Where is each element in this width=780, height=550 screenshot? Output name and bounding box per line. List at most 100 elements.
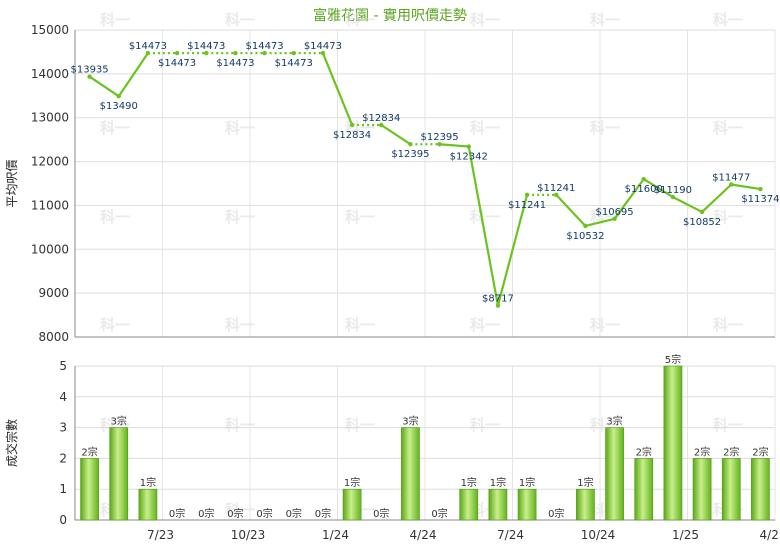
watermark-text: 科一 <box>470 208 500 226</box>
watermark-text: 科一 <box>225 316 255 334</box>
price-data-label: $12834 <box>362 113 400 124</box>
price-y-axis-label: 平均呎價 <box>5 159 19 207</box>
price-y-tick-label: 9000 <box>38 286 69 300</box>
price-y-tick-label: 13000 <box>31 111 69 125</box>
price-y-tick-label: 8000 <box>38 330 69 344</box>
watermark-text: 科一 <box>100 208 130 226</box>
volume-data-label: 0宗 <box>169 507 185 520</box>
volume-bar <box>459 488 479 521</box>
volume-data-label: 3宗 <box>402 415 418 428</box>
price-data-label: $10695 <box>595 207 633 218</box>
price-data-label: $14473 <box>216 58 254 69</box>
price-data-label: $14473 <box>245 41 283 52</box>
price-data-label: $12395 <box>391 149 429 160</box>
watermark-text: 科一 <box>713 316 743 334</box>
price-data-label: $12834 <box>333 130 371 141</box>
volume-bar <box>80 458 99 521</box>
price-data-label: $12395 <box>420 132 458 143</box>
volume-data-label: 1宗 <box>490 476 506 489</box>
price-point <box>320 50 326 56</box>
volume-bar <box>401 427 420 521</box>
watermark-text: 科一 <box>100 11 130 29</box>
price-y-tick-label: 11000 <box>31 198 69 212</box>
watermark-text: 科一 <box>713 11 743 29</box>
x-tick-label: 1/24 <box>322 528 349 542</box>
price-point <box>612 216 617 222</box>
price-point <box>670 194 676 200</box>
volume-data-label: 2宗 <box>723 445 739 458</box>
price-data-label: $11241 <box>508 200 546 211</box>
chart-title: 富雅花園 - 實用呎價走勢 <box>313 7 467 24</box>
volume-data-label: 3宗 <box>606 415 622 428</box>
volume-y-tick-label: 0 <box>59 513 67 527</box>
watermark-text: 科一 <box>100 119 130 137</box>
price-data-label: $14473 <box>129 41 167 52</box>
price-point <box>291 50 296 56</box>
price-point <box>729 182 734 187</box>
price-data-label: $12342 <box>450 152 488 163</box>
price-point <box>408 142 413 147</box>
watermark-text: 科一 <box>470 119 500 137</box>
volume-y-tick-label: 2 <box>59 451 67 465</box>
volume-data-label: 5宗 <box>665 353 681 366</box>
volume-data-label: 2宗 <box>752 445 768 458</box>
price-y-tick-label: 10000 <box>31 242 69 256</box>
price-point <box>262 50 267 56</box>
price-data-label: $11190 <box>654 185 692 196</box>
watermark-text: 科一 <box>345 11 375 29</box>
price-point <box>204 50 209 56</box>
watermark-text: 科一 <box>345 208 375 226</box>
price-y-tick-label: 15000 <box>31 23 69 37</box>
volume-y-tick-label: 1 <box>59 482 67 496</box>
watermark-text: 科一 <box>713 119 743 137</box>
volume-bar <box>634 458 654 521</box>
watermark-text: 科一 <box>713 416 743 434</box>
volume-data-label: 0宗 <box>315 507 331 520</box>
watermark-text: 科一 <box>590 208 620 226</box>
price-line-segment <box>585 217 615 228</box>
x-tick-label: 1/25 <box>672 528 699 542</box>
watermark-text: 科一 <box>225 208 255 226</box>
volume-data-label: 2宗 <box>694 445 710 458</box>
volume-data-label: 1宗 <box>344 476 360 489</box>
price-data-label: $10852 <box>683 217 721 228</box>
watermark-text: 科一 <box>225 119 255 137</box>
volume-y-tick-label: 3 <box>59 421 67 435</box>
price-data-label: $14473 <box>158 58 196 69</box>
volume-data-label: 3宗 <box>111 415 127 428</box>
volume-data-label: 0宗 <box>227 507 243 520</box>
x-tick-label: 4/24 <box>410 528 437 542</box>
price-data-label: $11374 <box>741 194 779 205</box>
price-point <box>699 209 705 215</box>
volume-data-label: 1宗 <box>140 476 156 489</box>
volume-data-label: 2宗 <box>636 445 652 458</box>
price-data-label: $10532 <box>566 231 604 242</box>
price-line-segment <box>439 143 469 148</box>
price-point <box>145 50 151 56</box>
price-line-segment <box>731 183 761 191</box>
watermark-text: 科一 <box>590 316 620 334</box>
volume-data-label: 0宗 <box>286 507 302 520</box>
watermark-text: 科一 <box>225 501 255 519</box>
price-line-segment <box>701 183 733 213</box>
price-line-segment <box>643 178 674 199</box>
volume-bar <box>488 488 508 521</box>
watermark-text: 科一 <box>100 316 130 334</box>
volume-data-label: 0宗 <box>431 507 447 520</box>
volume-bar <box>605 427 624 521</box>
price-data-label: $11241 <box>537 183 575 194</box>
x-tick-label: 10/24 <box>581 528 616 542</box>
price-point <box>583 223 588 229</box>
price-point <box>349 122 355 128</box>
price-line-segment <box>555 194 587 227</box>
volume-data-label: 0宗 <box>256 507 272 520</box>
volume-bar <box>663 365 683 521</box>
price-point <box>641 176 646 182</box>
volume-y-tick-label: 5 <box>59 359 67 373</box>
price-data-label: $11477 <box>712 173 750 184</box>
watermark-text: 科一 <box>225 416 255 434</box>
price-point <box>233 50 238 56</box>
price-point <box>466 144 471 149</box>
volume-y-tick-label: 4 <box>59 390 67 404</box>
